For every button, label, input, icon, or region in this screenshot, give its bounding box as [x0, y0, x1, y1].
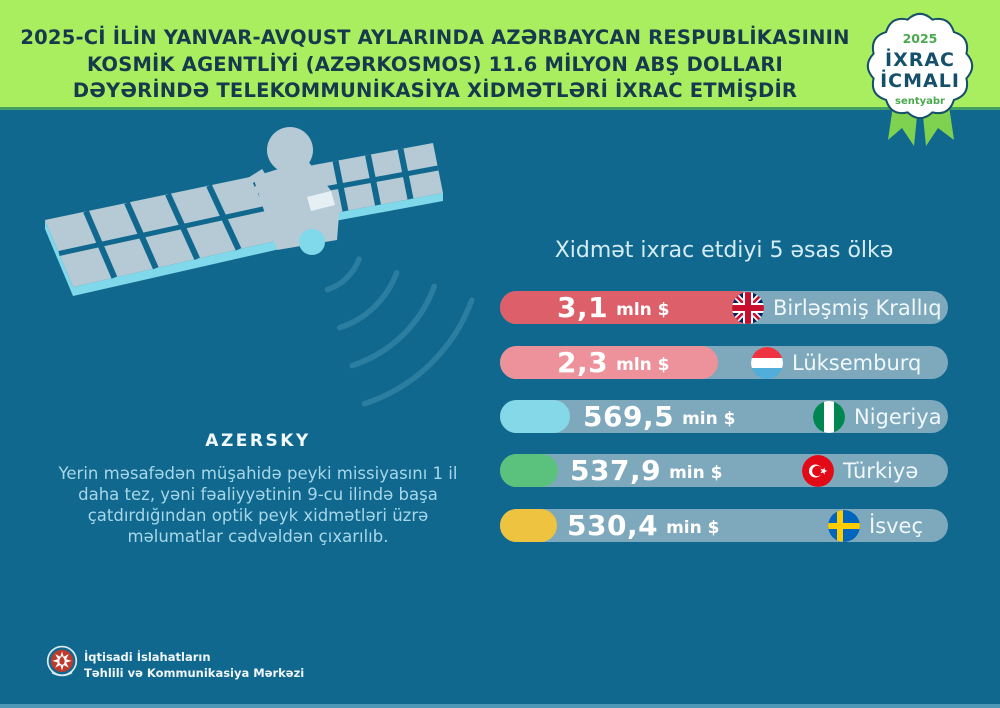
signal-waves-icon — [324, 256, 475, 407]
badge-title-line-1: İXRAC — [885, 47, 955, 71]
badge-year: 2025 — [903, 31, 938, 46]
bar-country-label: İsveç — [869, 513, 924, 538]
bar-country-group: İsveç — [828, 509, 923, 542]
right-solar-panel — [303, 143, 443, 225]
bar-country-label: Lüksemburq — [792, 350, 922, 375]
page-title-line-2: KOSMİK AGENTLİYİ (AZƏRKOSMOS) 11.6 MİLYO… — [86, 52, 784, 76]
bottom-accent-strip — [0, 704, 1000, 708]
caerc-emblem-icon — [46, 645, 78, 677]
bar-row-nigeria: 569,5 min $ Nigeriya — [500, 400, 948, 433]
bar-country-group: Nigeriya — [813, 400, 942, 433]
bar-row-united-kingdom: 3,1 mln $ Birləş — [500, 291, 948, 324]
export-countries-chart: Xidmət ixrac etdiyi 5 əsas ölkə 3,1 mln … — [500, 238, 948, 568]
turkey-flag-icon — [802, 454, 834, 487]
badge-subtitle: sentyabr — [895, 96, 945, 107]
bar-value-number: 569,5 — [583, 400, 675, 433]
bar-country-label: Türkiyə — [843, 458, 919, 483]
azersky-heading: AZERSKY — [205, 431, 311, 451]
luxembourg-flag-icon — [751, 346, 783, 379]
azersky-note: Yerin məsafədən müşahidə peyki missiyası… — [58, 464, 458, 546]
bar-row-luxembourg: 2,3 mln $ Lüksemburq — [500, 346, 948, 379]
bar-fill — [500, 509, 557, 542]
bar-value-number: 3,1 — [557, 291, 609, 324]
bar-value-unit: min $ — [666, 518, 720, 538]
export-review-badge: 2025 İXRAC İCMALI sentyabr — [856, 4, 988, 154]
bar-row-sweden: 530,4 min $ İsveç — [500, 509, 948, 542]
header-banner: 2025-Cİ İLİN YANVAR-AVQUST AYLARINDA AZƏ… — [0, 0, 1000, 110]
footer-organization: İqtisadi İslahatların Təhlili və Kommuni… — [84, 649, 304, 681]
bar-value-unit: mln $ — [616, 355, 670, 375]
bar-value: 537,9 min $ — [570, 454, 722, 487]
bar-fill — [500, 454, 558, 487]
badge-title-line-2: İCMALI — [880, 68, 960, 92]
left-solar-panel — [45, 177, 280, 296]
bar-country-label: Nigeriya — [854, 404, 942, 429]
bar-row-turkey: 537,9 min $ Türkiyə — [500, 454, 948, 487]
chart-title: Xidmət ixrac etdiyi 5 əsas ölkə — [554, 238, 894, 263]
bar-value-number: 537,9 — [570, 454, 662, 487]
footer-org-line-1: İqtisadi İslahatların — [84, 650, 211, 664]
bar-value-unit: mln $ — [616, 300, 670, 320]
satellite-icon — [45, 127, 475, 407]
bar-value: 569,5 min $ — [583, 400, 735, 433]
page-title-line-1: 2025-Cİ İLİN YANVAR-AVQUST AYLARINDA AZƏ… — [20, 26, 850, 49]
sweden-flag-icon — [828, 509, 860, 542]
satellite-body — [253, 127, 340, 255]
rosette-badge-icon: 2025 İXRAC İCMALI sentyabr — [866, 12, 974, 146]
bar-country-label: Birləşmiş Krallıq — [773, 295, 942, 320]
bar-country-group: Birləşmiş Krallıq — [732, 291, 942, 324]
bar-country-group: Lüksemburq — [751, 346, 921, 379]
bar-value: 3,1 mln $ — [557, 291, 670, 324]
bar-country-group: Türkiyə — [802, 454, 918, 487]
nigeria-flag-icon — [813, 400, 845, 433]
bar-fill — [500, 291, 755, 324]
footer-org-line-2: Təhlili və Kommunikasiya Mərkəzi — [84, 666, 305, 680]
bar-value: 530,4 min $ — [567, 509, 719, 542]
bar-value-number: 530,4 — [567, 509, 659, 542]
bar-fill — [500, 400, 570, 433]
page-title-line-3: DƏYƏRİNDƏ TELEKOMMUNİKASİYA XİDMƏTLƏRİ İ… — [72, 79, 798, 102]
bar-value-number: 2,3 — [557, 346, 609, 379]
bar-value-unit: min $ — [669, 463, 723, 483]
united-kingdom-flag-icon — [732, 291, 764, 324]
page-title: 2025-Cİ İLİN YANVAR-AVQUST AYLARINDA AZƏ… — [20, 25, 850, 105]
bar-fill — [500, 346, 718, 379]
bar-value: 2,3 mln $ — [557, 346, 670, 379]
bar-value-unit: min $ — [682, 409, 736, 429]
